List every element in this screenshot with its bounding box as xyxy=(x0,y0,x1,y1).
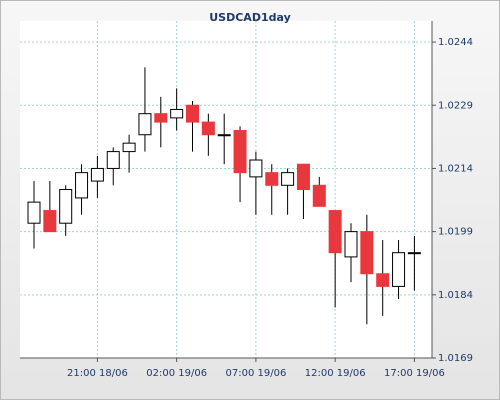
x-tick-label: 07:00 19/06 xyxy=(225,368,286,379)
candle-body xyxy=(59,189,73,224)
candle-body xyxy=(344,231,358,258)
candle-body xyxy=(90,167,104,182)
candle-body xyxy=(376,273,390,287)
candle-body xyxy=(281,172,295,186)
y-tick-label: 1.0169 xyxy=(438,353,473,364)
x-tick-label: 02:00 19/06 xyxy=(146,368,207,379)
candle-body xyxy=(201,121,215,136)
candle-body xyxy=(122,142,136,153)
candle-body xyxy=(328,210,342,254)
candle-body xyxy=(106,151,120,169)
candle-body xyxy=(27,201,41,224)
candle-body xyxy=(296,163,310,191)
x-tick-label: 17:00 19/06 xyxy=(384,368,445,379)
candle-body xyxy=(360,231,374,275)
y-tick-label: 1.0229 xyxy=(438,100,473,111)
chart-title: USDCAD1day xyxy=(209,11,291,24)
candle-body xyxy=(312,184,326,207)
y-tick-label: 1.0244 xyxy=(438,37,473,48)
candle-body xyxy=(392,252,406,287)
y-tick-label: 1.0184 xyxy=(438,290,473,301)
candle-body xyxy=(154,113,168,123)
candle-body xyxy=(43,210,57,233)
candle-body xyxy=(217,134,231,137)
candle-body xyxy=(75,172,89,199)
x-tick-label: 21:00 18/06 xyxy=(67,368,128,379)
y-tick-label: 1.0199 xyxy=(438,227,473,238)
candle-body xyxy=(138,113,152,136)
x-tick-label: 12:00 19/06 xyxy=(305,368,366,379)
candle-body xyxy=(233,130,247,174)
candle-body xyxy=(186,104,199,123)
candle-body xyxy=(249,159,263,178)
plot-area xyxy=(20,21,432,358)
candle-body xyxy=(170,108,184,119)
candle-body xyxy=(407,252,421,255)
candle-body xyxy=(265,172,279,186)
y-tick-label: 1.0214 xyxy=(438,163,473,174)
